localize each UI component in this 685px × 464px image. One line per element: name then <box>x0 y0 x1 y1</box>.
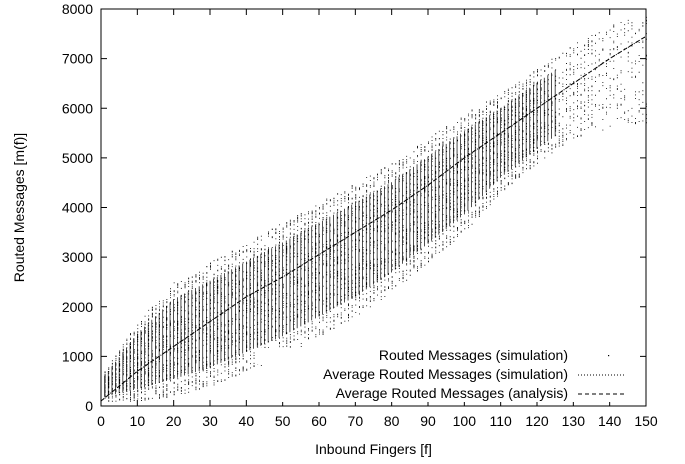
y-tick-label: 1000 <box>62 348 93 364</box>
x-tick-label: 60 <box>311 413 327 429</box>
legend: Routed Messages (simulation) Average Rout… <box>255 347 640 402</box>
y-tick-label: 0 <box>85 398 93 414</box>
y-tick-label: 6000 <box>62 100 93 116</box>
legend-row-bg <box>255 386 640 402</box>
legend-row-bg <box>255 367 640 383</box>
x-tick-label: 150 <box>634 413 658 429</box>
x-tick-label: 110 <box>490 413 513 429</box>
x-tick-label: 80 <box>384 413 400 429</box>
y-tick-label: 7000 <box>62 51 93 67</box>
legend-label: Average Routed Messages (analysis) <box>336 385 568 401</box>
x-tick-label: 50 <box>275 413 291 429</box>
axis-ticks: 0 10 20 30 40 50 60 70 80 90 100 110 120 130 140 150 0 10… <box>62 1 658 429</box>
x-tick-label: 10 <box>130 413 146 429</box>
x-tick-label: 20 <box>166 413 182 429</box>
x-tick-label: 140 <box>598 413 622 429</box>
x-tick-label: 0 <box>97 413 105 429</box>
y-tick-label: 3000 <box>62 249 93 265</box>
x-tick-label: 30 <box>202 413 218 429</box>
x-tick-label: 90 <box>420 413 436 429</box>
y-axis-label: Routed Messages [m(f)] <box>11 133 27 282</box>
x-axis-label: Inbound Fingers [f] <box>315 441 432 457</box>
x-tick-label: 40 <box>239 413 255 429</box>
legend-label: Average Routed Messages (simulation) <box>323 366 568 382</box>
average-analysis-line <box>100 35 647 402</box>
legend-point-marker <box>608 355 610 357</box>
y-tick-label: 2000 <box>62 299 93 315</box>
y-tick-label: 8000 <box>62 1 93 17</box>
legend-label: Routed Messages (simulation) <box>379 347 568 363</box>
x-tick-label: 130 <box>562 413 586 429</box>
simulation-points <box>104 16 647 402</box>
x-tick-label: 70 <box>348 413 364 429</box>
x-tick-label: 120 <box>525 413 549 429</box>
y-tick-label: 4000 <box>62 200 93 216</box>
x-tick-label: 100 <box>453 413 477 429</box>
legend-row-bg <box>255 348 640 364</box>
y-tick-label: 5000 <box>62 150 93 166</box>
simulation-point-cloud <box>104 16 647 402</box>
